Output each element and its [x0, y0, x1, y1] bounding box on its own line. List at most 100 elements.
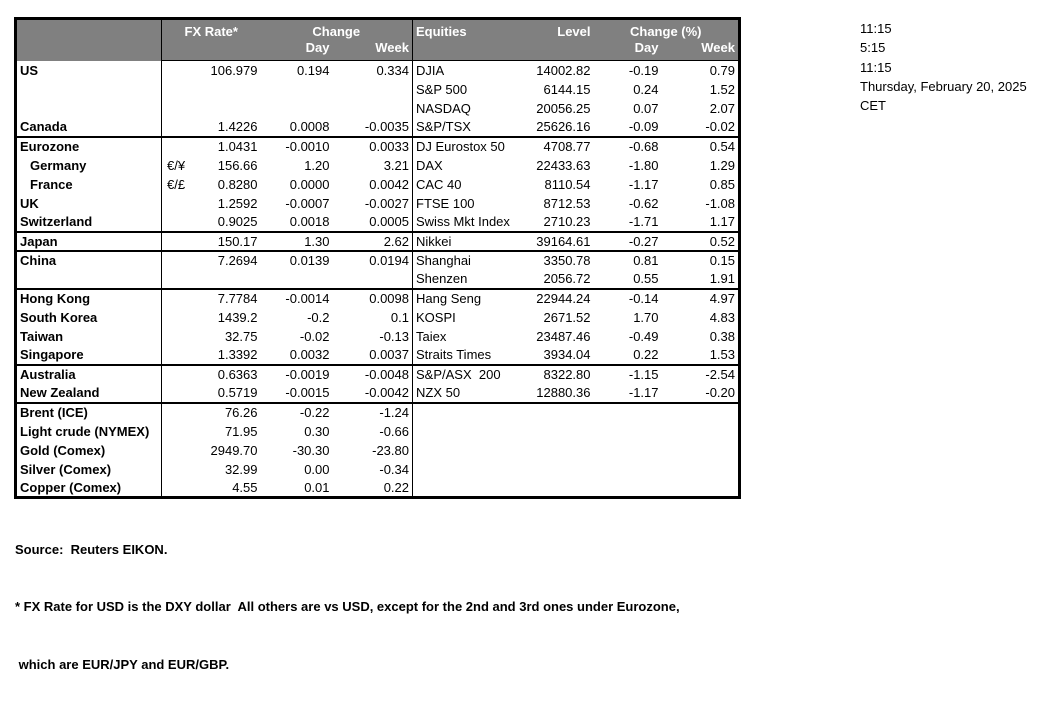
header-corner-cell: [15, 18, 162, 61]
fx-currency-pair: [162, 479, 197, 498]
table-row: Brent (ICE) 76.26 -0.22 -1.24: [15, 401, 740, 422]
equity-name: CAC 40: [412, 174, 529, 194]
fx-rate-value: 1.4226: [217, 119, 258, 134]
fx-label: South Korea: [15, 307, 162, 327]
fx-change-week-value: -0.66: [379, 423, 409, 439]
table-row: Shenzen 2056.72 0.55 1.91: [15, 269, 740, 289]
equity-level-value: 39164.61: [528, 230, 594, 251]
fx-change-week-value: [333, 270, 413, 289]
table-row: Copper (Comex) 4.55 0.01 0.22: [15, 478, 740, 498]
fx-label: Silver (Comex): [15, 459, 162, 479]
fx-currency-pair: [162, 422, 197, 441]
timestamp-line: 5:15: [860, 40, 886, 56]
fx-change-day-value: [261, 80, 333, 99]
equity-name: DJIA: [412, 60, 529, 80]
equity-change-week-value: 0.54: [661, 135, 740, 156]
equity-change-week-value: 4.83: [709, 309, 735, 325]
equity-change-day-value: -0.68: [593, 135, 662, 156]
fx-rate-value: 71.95: [224, 423, 258, 439]
equity-name: [412, 478, 529, 498]
fx-currency-pair: [162, 346, 197, 365]
fx-change-day-value: 0.0018: [289, 214, 330, 229]
equity-change-week-value: 0.52: [661, 230, 740, 251]
fx-change-week-value: 0.0098: [332, 287, 413, 308]
equity-change-week-value: 0.15: [661, 249, 740, 270]
table-row: Japan 150.17 1.30 2.62 Nikkei 39164.61 -…: [15, 230, 740, 251]
fx-rate-value: 0.6363: [196, 363, 261, 384]
equity-change-day-value: -1.71: [628, 214, 659, 229]
equity-name: DAX: [412, 155, 529, 175]
fx-change-week-value: [333, 80, 413, 99]
header-spacer-fx: [161, 39, 261, 61]
fx-currency-pair: [161, 401, 197, 422]
equity-change-day-value: 0.81: [593, 249, 662, 270]
header-equities-change: Change (%): [593, 18, 740, 40]
header-level: Level: [528, 18, 594, 40]
fx-change-week-value: [333, 99, 413, 118]
fx-change-day-value: 1.30: [260, 230, 333, 251]
table-row: Hong Kong 7.7784 -0.0014 0.0098 Hang Sen…: [15, 287, 740, 308]
equity-name: Taiex: [412, 326, 529, 346]
equity-name: Shanghai: [412, 249, 529, 270]
equity-name: Hang Seng: [412, 287, 529, 308]
equity-change-day-value: -1.17: [628, 176, 659, 192]
fx-change-week-value: 0.0033: [332, 135, 413, 156]
equity-level-value: [529, 422, 594, 441]
fx-change-week-value: 0.22: [383, 479, 409, 495]
table-row: Eurozone 1.0431 -0.0010 0.0033 DJ Eurost…: [15, 135, 740, 156]
equity-level-value: 2056.72: [543, 271, 591, 286]
fx-rate-value: 0.5719: [217, 385, 258, 400]
equity-name: S&P/ASX 200: [412, 363, 529, 384]
equity-name: S&P 500: [412, 79, 529, 99]
equity-change-day-value: [594, 460, 662, 479]
fx-rate-value: 0.8280: [217, 176, 258, 192]
equity-level-value: 6144.15: [543, 81, 591, 97]
fx-change-day-value: [261, 99, 333, 118]
equity-level-value: [529, 441, 594, 460]
fx-currency-pair: [162, 441, 197, 460]
header-spacer-ename: [412, 39, 529, 61]
equity-level-value: 3350.78: [528, 249, 594, 270]
equity-change-day-value: -1.15: [593, 363, 662, 384]
fx-change-week-value: -0.13: [379, 328, 409, 344]
header-fx-day: Day: [260, 39, 333, 61]
fx-label: New Zealand: [15, 383, 162, 403]
header-equities-week: Week: [661, 39, 740, 61]
fx-change-day-value: 0.0139: [260, 249, 333, 270]
equity-change-day-value: -0.27: [593, 230, 662, 251]
equity-level-value: 4708.77: [528, 135, 594, 156]
equity-change-week-value: [662, 422, 740, 441]
table-body: US 106.979 0.194 0.334 DJIA 14002.82 -0.…: [15, 60, 740, 498]
fx-rate-value: 0.9025: [217, 214, 258, 229]
equity-name: [412, 459, 529, 479]
equity-change-week-value: -0.20: [705, 385, 735, 400]
table-row: China 7.2694 0.0139 0.0194 Shanghai 3350…: [15, 249, 740, 270]
fx-change-day-value: -0.0019: [260, 363, 333, 384]
equity-change-day-value: -1.17: [628, 385, 659, 400]
equity-change-day-value: -0.19: [628, 62, 659, 78]
fx-change-week-value: 3.21: [383, 157, 409, 173]
fx-change-day-value: 0.00: [304, 461, 330, 477]
equity-change-day-value: -1.80: [628, 157, 659, 173]
timestamp-block: 11:15 5:15 11:15 Thursday, February 20, …: [860, 19, 1027, 115]
fx-currency-pair: [161, 363, 197, 384]
fx-change-day-value: -0.22: [260, 401, 333, 422]
equity-change-day-value: 1.70: [633, 309, 659, 325]
fx-currency-pair: €/£: [167, 176, 186, 192]
fx-label: Germany: [15, 155, 162, 175]
equity-name: KOSPI: [412, 307, 529, 327]
fx-change-day-value: -0.2: [307, 309, 330, 325]
fx-change-week-value: -0.34: [379, 461, 409, 477]
fx-change-day-value: 1.20: [304, 157, 330, 173]
fx-label: [15, 269, 162, 289]
fx-label: Switzerland: [15, 212, 162, 232]
equity-change-day-value: -0.49: [628, 328, 659, 344]
equity-change-week-value: 1.52: [709, 81, 735, 97]
table-row: France €/£ 0.8280 0.0000 0.0042 CAC 40 8…: [15, 174, 740, 194]
equity-change-week-value: 0.38: [709, 328, 735, 344]
equity-name: Swiss Mkt Index: [412, 212, 529, 232]
equity-level-value: 8322.80: [528, 363, 594, 384]
equity-name: NASDAQ: [412, 98, 529, 118]
date-line: Thursday, February 20, 2025: [860, 78, 1027, 94]
fx-change-week-value: -23.80: [372, 442, 409, 458]
